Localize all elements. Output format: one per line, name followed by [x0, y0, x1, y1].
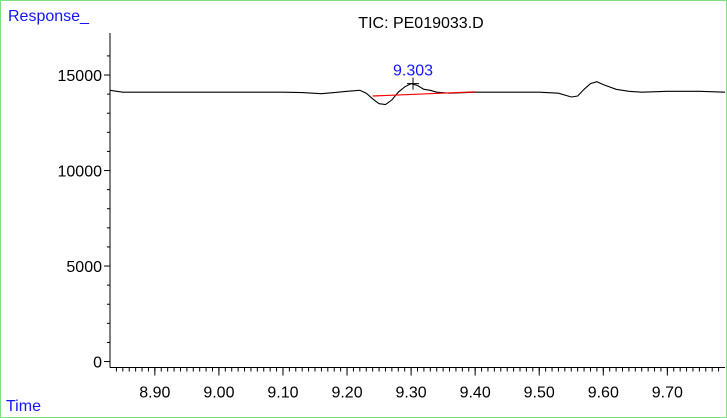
- chart-title: TIC: PE019033.D: [358, 15, 483, 32]
- axes: 0 5000 10000 15000 8.90 9.00 9.10 9.20 9.30 9.40 9…: [58, 33, 725, 402]
- data-marks: 9.303: [109, 63, 726, 106]
- y-tick-label: 10000: [58, 164, 103, 181]
- y-tick-label: 15000: [58, 68, 103, 85]
- y-tick-label: 0: [93, 355, 102, 372]
- peak-label: 9.303: [393, 63, 433, 80]
- integration-baseline: [372, 91, 476, 97]
- x-tick-label: 9.00: [203, 385, 234, 402]
- y-tick-label: 5000: [66, 259, 102, 276]
- x-tick-label: 9.10: [267, 385, 298, 402]
- x-tick-label: 9.40: [460, 385, 491, 402]
- x-tick-label: 9.60: [588, 385, 619, 402]
- x-axis-label: Time: [6, 398, 41, 415]
- x-tick-label: 8.90: [139, 385, 170, 402]
- x-tick-label: 9.30: [396, 385, 427, 402]
- x-tick-label: 9.50: [524, 385, 555, 402]
- x-tick-label: 9.70: [652, 385, 683, 402]
- tic-trace-line: [109, 81, 726, 106]
- y-axis-label: Response_: [8, 8, 90, 25]
- x-tick-label: 9.20: [331, 385, 362, 402]
